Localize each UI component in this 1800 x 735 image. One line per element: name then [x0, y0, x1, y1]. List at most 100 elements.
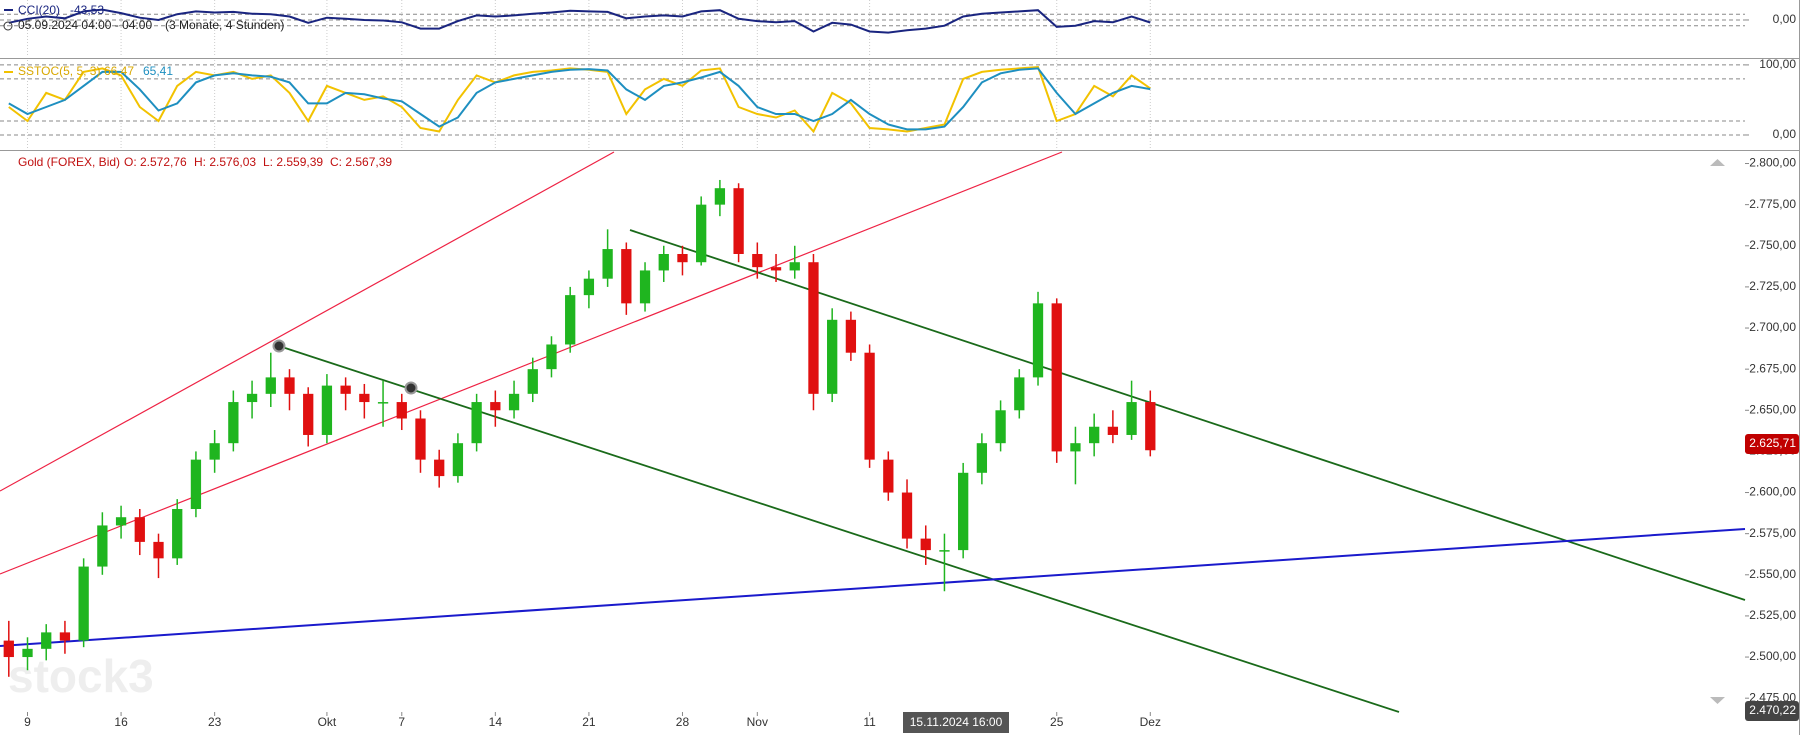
candle-body [246, 393, 258, 403]
y-tick-label: 2.775,00 [1749, 197, 1796, 211]
candle-body [770, 267, 782, 271]
candle-body [209, 443, 220, 460]
y-tick-label: 100,00 [1759, 57, 1796, 71]
bottom-price: 2.470,22 [1749, 703, 1796, 717]
x-tick-label: 11 [863, 715, 876, 729]
trend-line [0, 528, 1746, 647]
y-tick-label: 2.475,00 [1749, 690, 1796, 704]
candle-body [1032, 303, 1044, 378]
candle-body [284, 377, 295, 394]
candle-body [115, 517, 127, 526]
legend-swatch [4, 71, 13, 73]
ohlc-open: O: 2.572,76 [124, 155, 187, 169]
candle-body [920, 538, 931, 551]
candle-body [321, 385, 333, 435]
x-tick-label: 25 [1050, 715, 1064, 729]
candle-body [1014, 377, 1025, 411]
candle-body [508, 393, 520, 411]
candle-body [22, 648, 33, 658]
candle-body [78, 566, 89, 641]
candle-body [303, 393, 314, 435]
candle-body [827, 319, 838, 394]
ohlc-low: L: 2.559,39 [263, 155, 323, 169]
y-tick-label: 2.500,00 [1749, 649, 1796, 663]
candle-body [714, 188, 726, 205]
scroll-down-icon[interactable] [1710, 697, 1725, 704]
x-tick-label: 14 [489, 715, 503, 729]
candle-body [452, 443, 464, 477]
candle-body [752, 253, 763, 268]
crosshair-box [903, 712, 1009, 733]
y-tick-label: 2.600,00 [1749, 485, 1796, 499]
candle-body [41, 632, 52, 649]
candle-body [377, 402, 389, 404]
bottom-price-box [1745, 701, 1799, 721]
candle-body [958, 472, 969, 551]
x-tick-label: 28 [676, 715, 690, 729]
candle-body [3, 640, 14, 658]
y-tick-label: 2.725,00 [1749, 279, 1796, 293]
candle-body [789, 262, 800, 271]
anchor-point [272, 339, 286, 353]
y-tick-label: 2.525,00 [1749, 608, 1796, 622]
x-tick-label: 21 [582, 715, 596, 729]
candle-body [134, 517, 145, 542]
sstoc-k: 66,47 [104, 64, 134, 78]
candle-body [359, 393, 370, 403]
candle-body [527, 369, 538, 394]
y-tick-label: 2.750,00 [1749, 238, 1796, 252]
y-tick-label: 2.675,00 [1749, 361, 1796, 375]
legend-swatch [4, 9, 13, 11]
ohlc-close: C: 2.567,39 [330, 155, 392, 169]
candle-body [901, 492, 913, 539]
cci-name: CCI(20) [18, 3, 60, 17]
candle-body [976, 443, 988, 473]
x-tick-label: 16 [114, 715, 128, 729]
candle-body [1107, 426, 1119, 435]
candle-body [340, 385, 351, 394]
indicator-line [8, 8, 1151, 34]
cci-value: -43,53 [70, 3, 104, 17]
candle-body [59, 632, 71, 641]
candle-body [471, 402, 482, 444]
y-tick-label: 2.800,00 [1749, 156, 1796, 170]
period: (3 Monate, 4 Stunden) [165, 18, 284, 32]
crosshair-date: 15.11.2024 16:00 [910, 715, 1003, 729]
x-tick-label: Dez [1140, 715, 1161, 729]
candle-body [621, 249, 632, 304]
candle-body [1126, 402, 1137, 435]
candle-body [845, 319, 857, 353]
candle-body [864, 352, 875, 460]
y-tick-label: 2.650,00 [1749, 402, 1796, 416]
candle-body [190, 459, 202, 509]
clock-icon [3, 21, 13, 31]
candle-body [583, 278, 595, 296]
scroll-up-icon[interactable] [1710, 159, 1725, 166]
y-tick-label: 2.700,00 [1749, 320, 1796, 334]
candle-body [995, 410, 1006, 444]
x-tick-label: 23 [208, 715, 222, 729]
candle-body [658, 253, 669, 271]
y-tick-label: 0,00 [1773, 127, 1797, 141]
x-tick-label: Nov [747, 715, 768, 729]
y-tick-label: 2.575,00 [1749, 526, 1796, 540]
candle-body [565, 295, 576, 345]
sstoc-d: 65,41 [143, 64, 173, 78]
date-range: 05.09.2024 04:00 - 04:00 [18, 18, 152, 32]
y-tick-label: 0,00 [1773, 12, 1797, 26]
candle-body [696, 204, 707, 263]
last-price-box [1745, 434, 1799, 454]
candle-body [733, 188, 744, 254]
x-tick-label: 9 [24, 715, 31, 729]
indicator-line [8, 67, 1151, 131]
trend-line [278, 345, 1400, 713]
candle-body [490, 402, 501, 411]
candle-body [434, 459, 445, 477]
last-price: 2.625,71 [1749, 436, 1796, 450]
candle-body [639, 270, 651, 304]
watermark: stock3 [8, 650, 154, 702]
candle-body [415, 418, 426, 460]
